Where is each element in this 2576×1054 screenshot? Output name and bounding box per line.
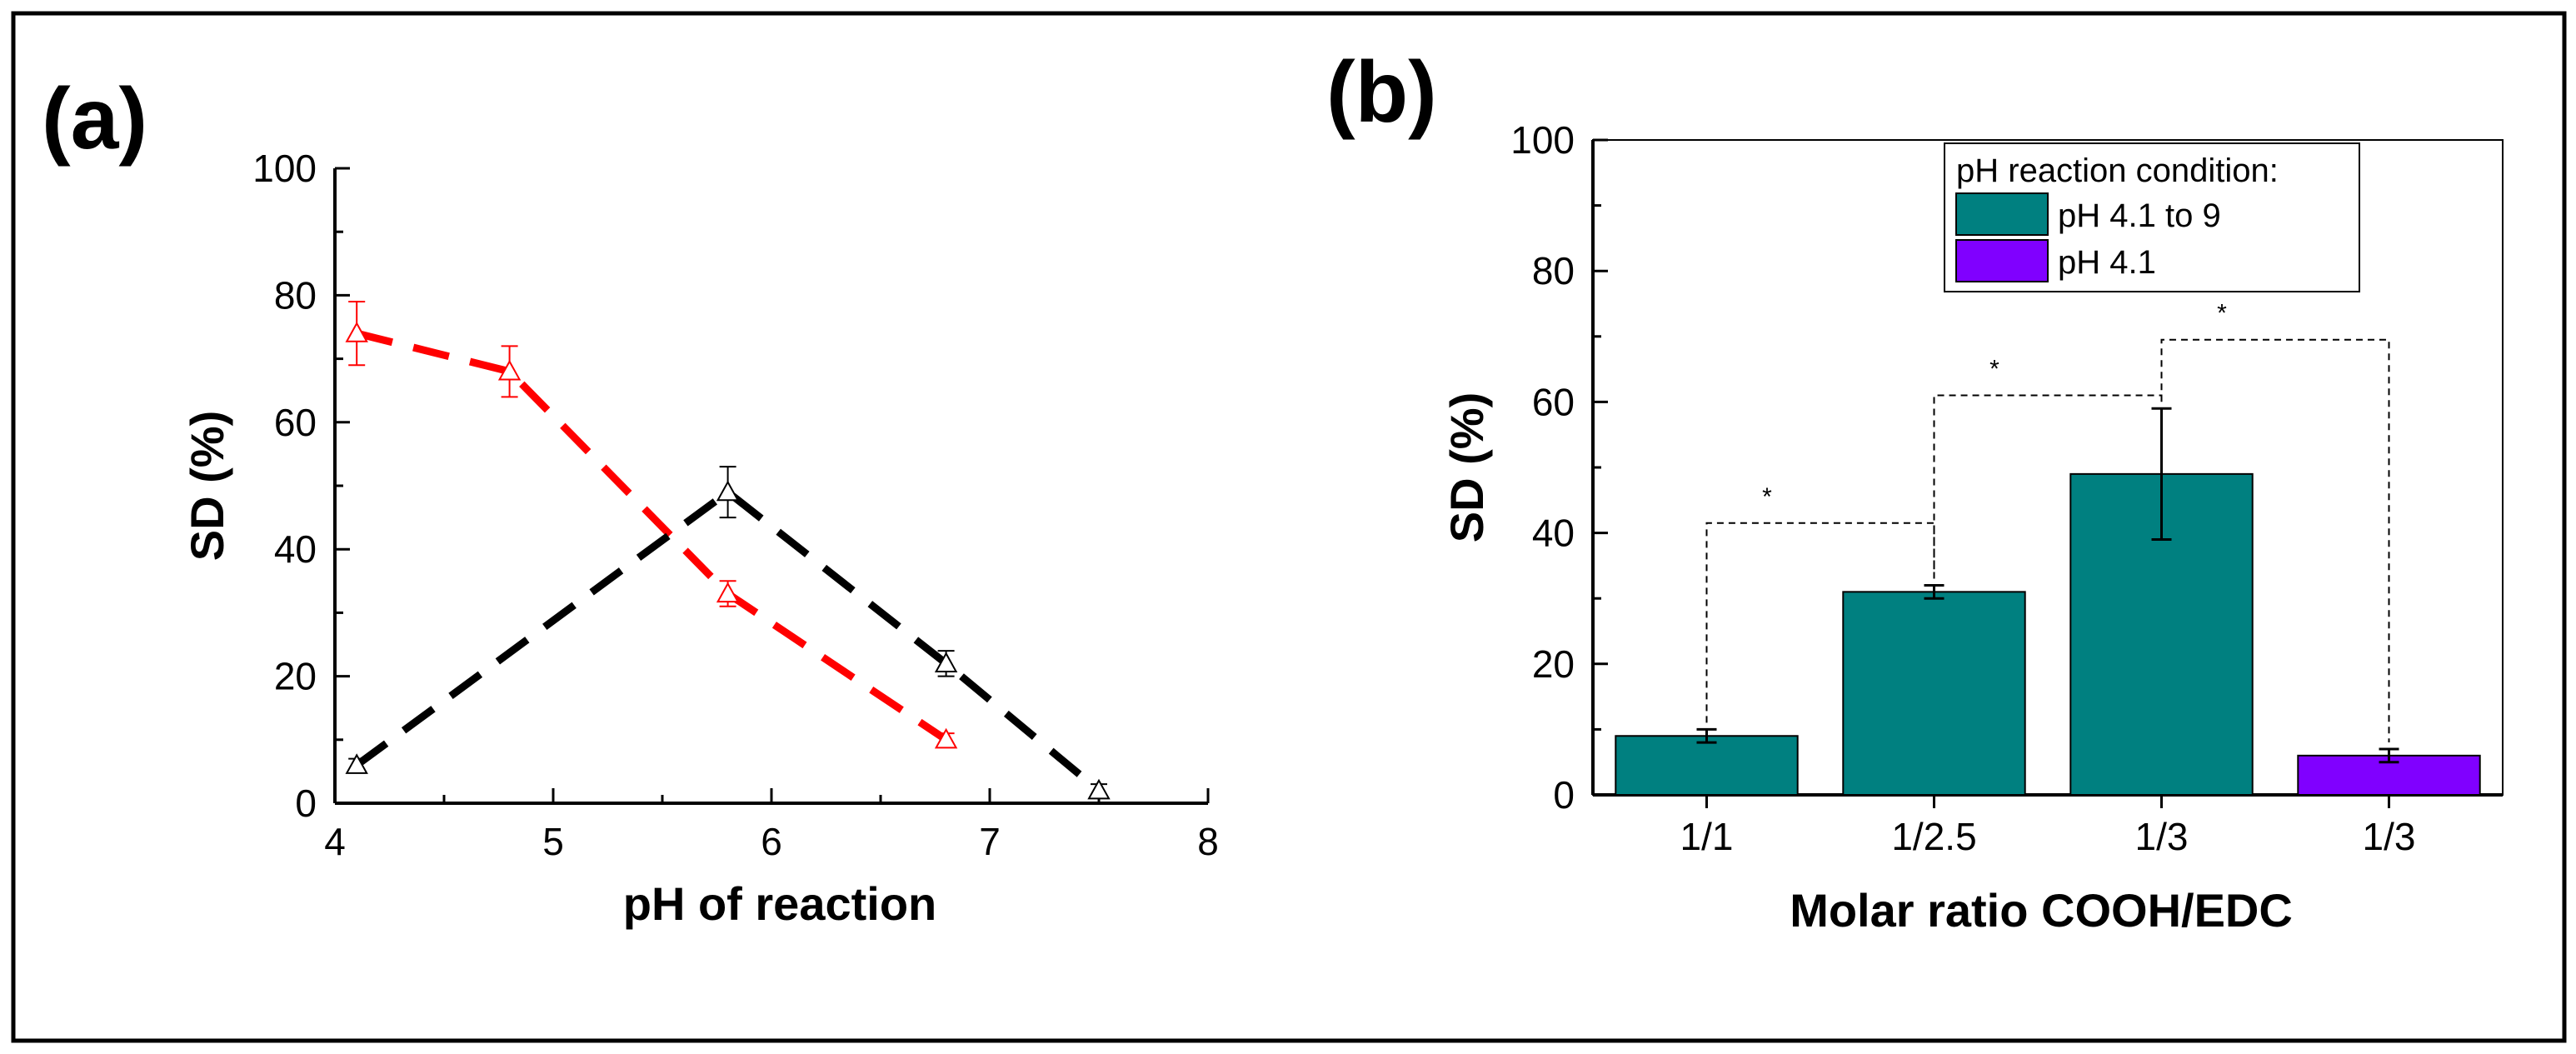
legend-title: pH reaction condition: <box>1956 152 2279 189</box>
x-tick-label: 4 <box>324 820 346 863</box>
x-tick-label: 8 <box>1197 820 1219 863</box>
y-tick-label: 20 <box>274 655 317 698</box>
y-tick-label: 60 <box>1532 380 1575 423</box>
x-tick-label: 1/3 <box>2135 815 2189 858</box>
y-axis-title: SD (%) <box>181 411 233 561</box>
x-tick-label: 6 <box>761 820 782 863</box>
data-point <box>497 359 522 381</box>
y-tick-label: 60 <box>274 401 317 444</box>
panel-b: (b) 0 20 40 60 80 100 1/1 1/2.5 1/3 1/3 * * * pH react… <box>1326 44 2504 937</box>
series-red <box>345 301 958 749</box>
data-point <box>934 652 958 672</box>
x-tick-label: 1/3 <box>2363 815 2416 858</box>
significance-mark: * <box>1989 356 1999 383</box>
series-black <box>345 466 1111 800</box>
legend-label: pH 4.1 <box>2058 244 2156 281</box>
bar <box>1615 735 1799 797</box>
data-point <box>345 322 368 342</box>
legend: pH reaction condition: pH 4.1 to 9 pH 4.1 <box>1944 142 2360 292</box>
x-axis-title: pH of reaction <box>623 877 936 930</box>
y-tick-label: 0 <box>1553 773 1575 817</box>
figure-border <box>11 11 2567 1043</box>
significance-mark: * <box>2217 300 2227 327</box>
y-tick-label: 20 <box>1532 642 1575 686</box>
x-axis-title: Molar ratio COOH/EDC <box>1790 884 2293 937</box>
legend-label: pH 4.1 to 9 <box>2058 197 2221 234</box>
significance-mark: * <box>1762 483 1772 511</box>
data-point <box>1087 778 1111 800</box>
bar <box>1842 591 2026 797</box>
y-axis-title: SD (%) <box>1440 392 1493 542</box>
legend-swatch <box>1955 239 2049 282</box>
data-point <box>716 582 740 603</box>
x-tick-label: 7 <box>979 820 1001 863</box>
series-line <box>354 487 1101 794</box>
x-tick-label: 1/2.5 <box>1891 815 1976 858</box>
series-line <box>356 329 949 743</box>
y-tick-label: 80 <box>1532 249 1575 292</box>
panel-a: (a) 0 20 40 60 80 100 4 5 6 7 8 pH of reaction SD (%) <box>42 71 1219 930</box>
y-tick-label: 0 <box>295 782 317 825</box>
data-point <box>716 480 740 502</box>
significance-bracket <box>1705 522 1935 723</box>
y-tick-label: 100 <box>252 147 317 190</box>
y-tick-label: 40 <box>1532 512 1575 555</box>
y-tick-label: 100 <box>1510 118 1575 162</box>
x-tick-label: 1/1 <box>1680 815 1734 858</box>
significance-bracket <box>2160 338 2390 742</box>
legend-swatch <box>1955 192 2049 236</box>
x-tick-label: 5 <box>542 820 564 863</box>
y-tick-label: 40 <box>274 527 317 571</box>
data-point <box>345 753 368 774</box>
panel-label-b: (b) <box>1326 44 1437 141</box>
y-tick-label: 80 <box>274 273 317 317</box>
panel-label-a: (a) <box>42 71 147 167</box>
data-point <box>934 727 958 749</box>
